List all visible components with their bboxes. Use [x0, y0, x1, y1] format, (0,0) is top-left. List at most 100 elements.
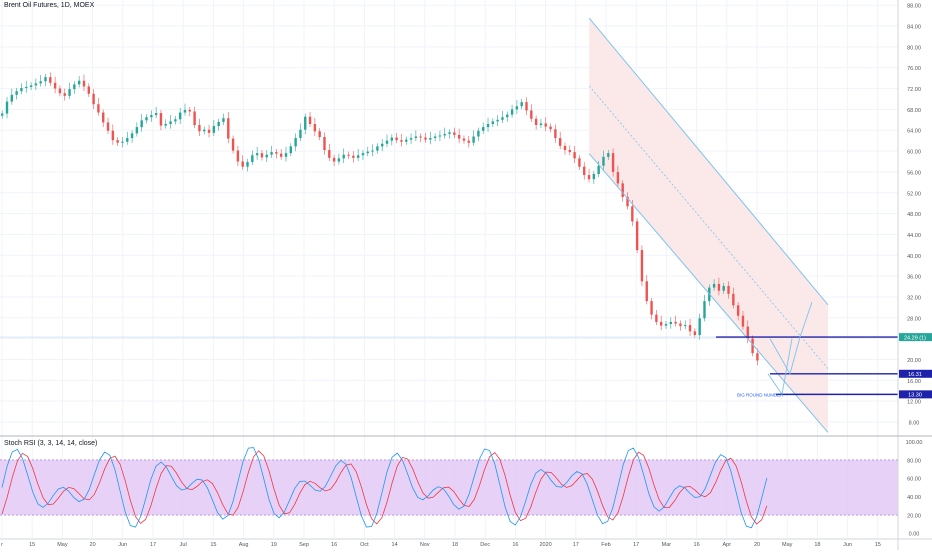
time-tick-label: Jul	[180, 542, 187, 548]
candle-body	[732, 293, 735, 306]
candle-body	[5, 101, 9, 114]
candle-body	[525, 102, 528, 111]
candle-body	[433, 136, 437, 139]
stoch-tick-label: 60.00	[907, 477, 921, 483]
candle-body	[222, 118, 225, 122]
candle-body	[607, 153, 610, 157]
time-tick-label: May	[57, 542, 68, 548]
candle-body	[299, 129, 302, 139]
candle-body	[741, 315, 745, 327]
candle-body	[544, 123, 547, 127]
candle-body	[395, 137, 398, 141]
candle-body	[352, 155, 355, 158]
candle-body	[198, 125, 201, 132]
annotation-big-round-number: BIG ROUND NUMBER	[737, 393, 784, 398]
candle-body	[712, 283, 716, 288]
time-tick-label: r	[1, 542, 3, 548]
candle-body	[635, 221, 639, 251]
candle-body	[424, 137, 427, 140]
time-tick-label: 17	[633, 542, 639, 548]
candle-body	[130, 133, 134, 139]
stoch-tick-label: 20.00	[907, 513, 921, 519]
price-tick-label: 32.00	[907, 295, 921, 301]
candle-body	[68, 89, 71, 96]
time-tick-label: 2020	[539, 542, 551, 548]
price-tick-label: 72.00	[907, 87, 921, 93]
candle-body	[1, 113, 4, 116]
candle-body	[106, 122, 110, 131]
candle-body	[15, 91, 18, 95]
candle-body	[419, 136, 422, 138]
time-tick-label: 16	[694, 542, 700, 548]
candle-body	[443, 133, 446, 136]
candle-body	[549, 126, 552, 130]
candle-body	[342, 154, 345, 159]
candle-body	[756, 353, 759, 361]
candle-body	[506, 114, 509, 118]
candle-body	[751, 338, 754, 354]
candle-body	[284, 153, 288, 157]
candle-body	[188, 109, 191, 112]
price-tick-label: 88.00	[907, 4, 921, 10]
stoch-tick-label: 80.00	[907, 458, 921, 464]
candle-body	[203, 129, 206, 132]
candle-body	[251, 155, 254, 163]
candle-body	[583, 166, 586, 176]
candle-body	[164, 123, 167, 126]
candle-body	[154, 113, 158, 116]
candle-body	[347, 154, 350, 156]
candle-body	[621, 183, 624, 197]
candle-body	[578, 158, 581, 167]
time-tick-label: 16	[512, 542, 518, 548]
time-tick-label: Aug	[239, 542, 249, 548]
channel-mid-line	[588, 85, 829, 369]
candle-body	[703, 301, 706, 319]
candle-layer	[1, 72, 759, 366]
candle-body	[116, 140, 119, 143]
candle-body	[448, 132, 451, 134]
candle-body	[457, 134, 461, 139]
candle-body	[29, 85, 33, 87]
price-tick-label: 64.00	[907, 129, 921, 135]
level-price-label: 16.31	[908, 372, 922, 378]
time-tick-label: 18	[814, 542, 820, 548]
candle-body	[275, 152, 278, 154]
candle-body	[400, 140, 403, 142]
candle-body	[746, 326, 749, 339]
candle-body	[486, 123, 490, 128]
level-price-label: 24.29 (1)	[904, 335, 926, 341]
time-tick-label: Jun	[843, 542, 852, 548]
candle-body	[73, 84, 76, 90]
candle-body	[482, 127, 485, 131]
time-tick-label: May	[782, 542, 793, 548]
candle-body	[102, 112, 105, 123]
candle-body	[159, 113, 163, 126]
candle-body	[645, 281, 648, 302]
candle-body	[236, 150, 240, 162]
candle-body	[472, 136, 475, 143]
time-tick-label: Jun	[118, 542, 127, 548]
time-tick-label: 20	[754, 542, 760, 548]
candle-body	[49, 77, 52, 83]
price-tick-label: 80.00	[907, 45, 921, 51]
candle-body	[592, 174, 596, 180]
candle-body	[121, 141, 124, 143]
candle-body	[722, 286, 725, 291]
projection-path-2	[767, 338, 793, 396]
candle-body	[265, 154, 268, 158]
candle-body	[371, 150, 374, 152]
candle-body	[568, 150, 571, 153]
candle-body	[650, 301, 653, 315]
candle-body	[39, 81, 42, 84]
price-tick-label: 8.00	[909, 420, 920, 426]
candle-body	[438, 135, 442, 137]
candle-body	[534, 118, 538, 126]
candle-body	[135, 127, 139, 134]
candle-body	[270, 152, 273, 155]
candle-body	[429, 138, 432, 140]
time-tick-label: Oct	[360, 542, 369, 548]
price-tick-label: 52.00	[907, 191, 921, 197]
stoch-k-line	[1, 447, 768, 529]
candle-body	[304, 116, 307, 130]
